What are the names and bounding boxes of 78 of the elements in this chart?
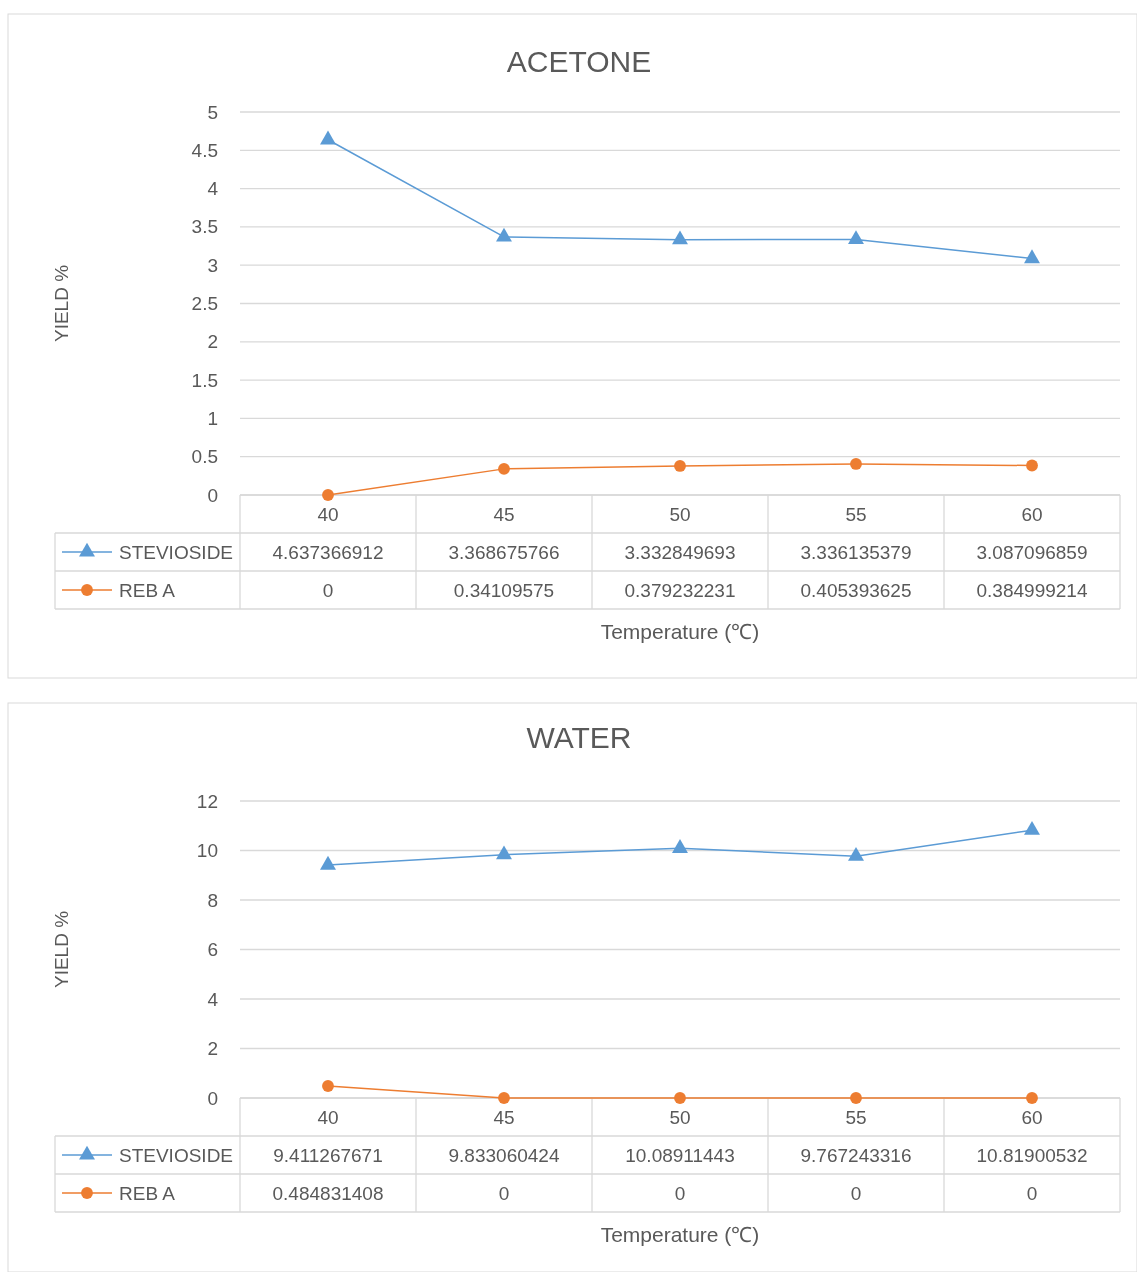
point	[498, 1092, 510, 1104]
data-label: 0	[674, 1183, 686, 1204]
data-label: 10.81900532	[976, 1145, 1088, 1166]
point	[322, 489, 334, 501]
y-tick-label: 8	[207, 889, 218, 911]
point	[498, 462, 510, 475]
y-tick-label: 5	[207, 101, 218, 123]
data-label: 0.405393625	[800, 580, 912, 601]
x-tick-label: 40	[317, 504, 339, 525]
point	[672, 839, 688, 853]
data-label: 3.368675766	[448, 542, 560, 563]
x-tick-label: 60	[1021, 504, 1043, 525]
y-tick-label: 2	[207, 1038, 218, 1060]
point	[496, 227, 512, 242]
y-tick-label: 0	[207, 1087, 218, 1109]
x-axis-title: Temperature (℃)	[600, 1223, 760, 1246]
point	[322, 1080, 334, 1092]
chart-title: ACETONE	[506, 45, 652, 78]
y-tick-label: 4.5	[191, 139, 218, 161]
x-tick-label: 45	[493, 1107, 515, 1128]
y-tick-label: 3.5	[191, 216, 218, 238]
data-label: 9.411267671	[273, 1145, 383, 1166]
chart-title: WATER	[526, 721, 632, 754]
y-tick-label: 1.5	[191, 369, 218, 391]
data-label: 0.379232231	[624, 580, 736, 601]
point	[850, 1092, 862, 1104]
x-tick-label: 40	[317, 1107, 339, 1128]
legend-label: STEVIOSIDE	[119, 542, 234, 563]
y-tick-label: 2	[207, 331, 218, 353]
data-label: 9.833060424	[448, 1145, 560, 1166]
point	[1026, 1092, 1038, 1104]
data-label: 3.087096859	[976, 542, 1088, 563]
data-label: 0	[322, 580, 334, 601]
point	[674, 1092, 686, 1104]
x-tick-label: 55	[845, 1107, 867, 1128]
y-axis-title: YIELD %	[51, 264, 72, 343]
point	[1024, 821, 1040, 835]
x-tick-label: 55	[845, 504, 867, 525]
x-tick-label: 60	[1021, 1107, 1043, 1128]
y-tick-label: 12	[196, 790, 218, 812]
data-label: 4.637366912	[272, 542, 384, 563]
point	[320, 855, 336, 870]
data-label: 9.767243316	[800, 1145, 912, 1166]
y-tick-label: 6	[207, 939, 218, 961]
x-tick-label: 50	[669, 1107, 691, 1128]
legend-label: REB A	[119, 580, 176, 601]
point	[672, 230, 688, 245]
y-tick-label: 1	[207, 407, 218, 429]
y-tick-label: 10	[196, 840, 218, 862]
data-label: 10.08911443	[625, 1145, 735, 1166]
x-axis-title: Temperature (℃)	[600, 620, 760, 643]
point	[320, 130, 336, 145]
legend-label: STEVIOSIDE	[119, 1145, 234, 1166]
data-label: 3.332849693	[624, 542, 736, 563]
point	[848, 230, 864, 245]
y-tick-label: 0	[207, 484, 218, 506]
data-label: 0	[850, 1183, 862, 1204]
legend-label: REB A	[119, 1183, 176, 1204]
data-label: 3.336135379	[800, 542, 912, 563]
y-tick-label: 3	[207, 254, 218, 276]
x-tick-label: 50	[669, 504, 691, 525]
x-tick-label: 45	[493, 504, 515, 525]
data-label: 0	[1026, 1183, 1038, 1204]
y-tick-label: 0.5	[191, 446, 218, 468]
point	[1026, 459, 1038, 472]
data-label: 0.484831408	[272, 1183, 384, 1204]
point	[496, 845, 512, 860]
point	[850, 458, 862, 470]
y-axis-title: YIELD %	[51, 910, 72, 989]
point	[848, 847, 864, 861]
data-label: 0.384999214	[976, 580, 1088, 601]
point	[1024, 249, 1040, 264]
y-tick-label: 4	[207, 178, 219, 200]
data-label: 0	[498, 1183, 510, 1204]
data-label: 0.34109575	[453, 580, 555, 601]
point	[674, 460, 686, 472]
y-tick-label: 2.5	[191, 293, 218, 315]
y-tick-label: 4	[207, 988, 219, 1010]
